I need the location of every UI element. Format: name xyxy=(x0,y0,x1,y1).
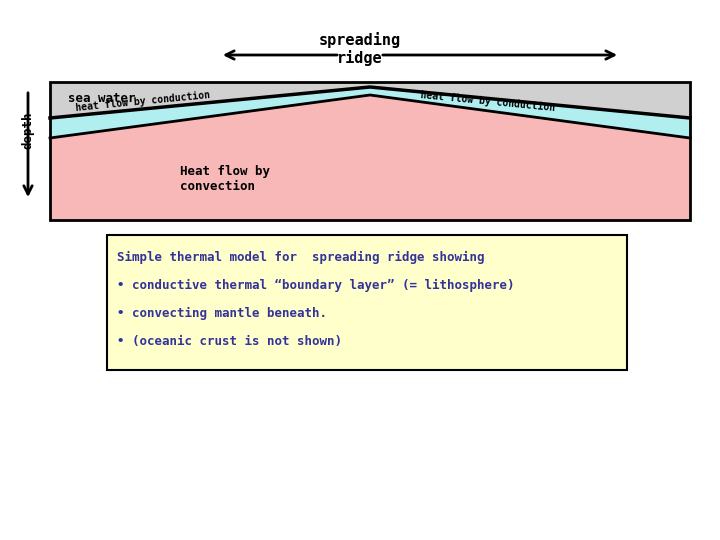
Text: ridge: ridge xyxy=(337,50,383,66)
Text: • conductive thermal “boundary layer” (= lithosphere): • conductive thermal “boundary layer” (=… xyxy=(117,279,515,292)
Text: heat flow by conduction: heat flow by conduction xyxy=(75,90,210,113)
Text: sea water: sea water xyxy=(68,91,135,105)
Text: Simple thermal model for  spreading ridge showing: Simple thermal model for spreading ridge… xyxy=(117,251,485,264)
Polygon shape xyxy=(50,82,690,220)
Text: • (oceanic crust is not shown): • (oceanic crust is not shown) xyxy=(117,335,342,348)
Polygon shape xyxy=(50,95,690,220)
Text: heat flow by conduction: heat flow by conduction xyxy=(420,90,555,113)
Text: depth: depth xyxy=(22,111,35,148)
Polygon shape xyxy=(50,87,690,138)
Text: Heat flow by
convection: Heat flow by convection xyxy=(180,165,270,193)
Text: • convecting mantle beneath.: • convecting mantle beneath. xyxy=(117,307,327,320)
Polygon shape xyxy=(107,235,627,370)
Text: spreading: spreading xyxy=(319,32,401,48)
